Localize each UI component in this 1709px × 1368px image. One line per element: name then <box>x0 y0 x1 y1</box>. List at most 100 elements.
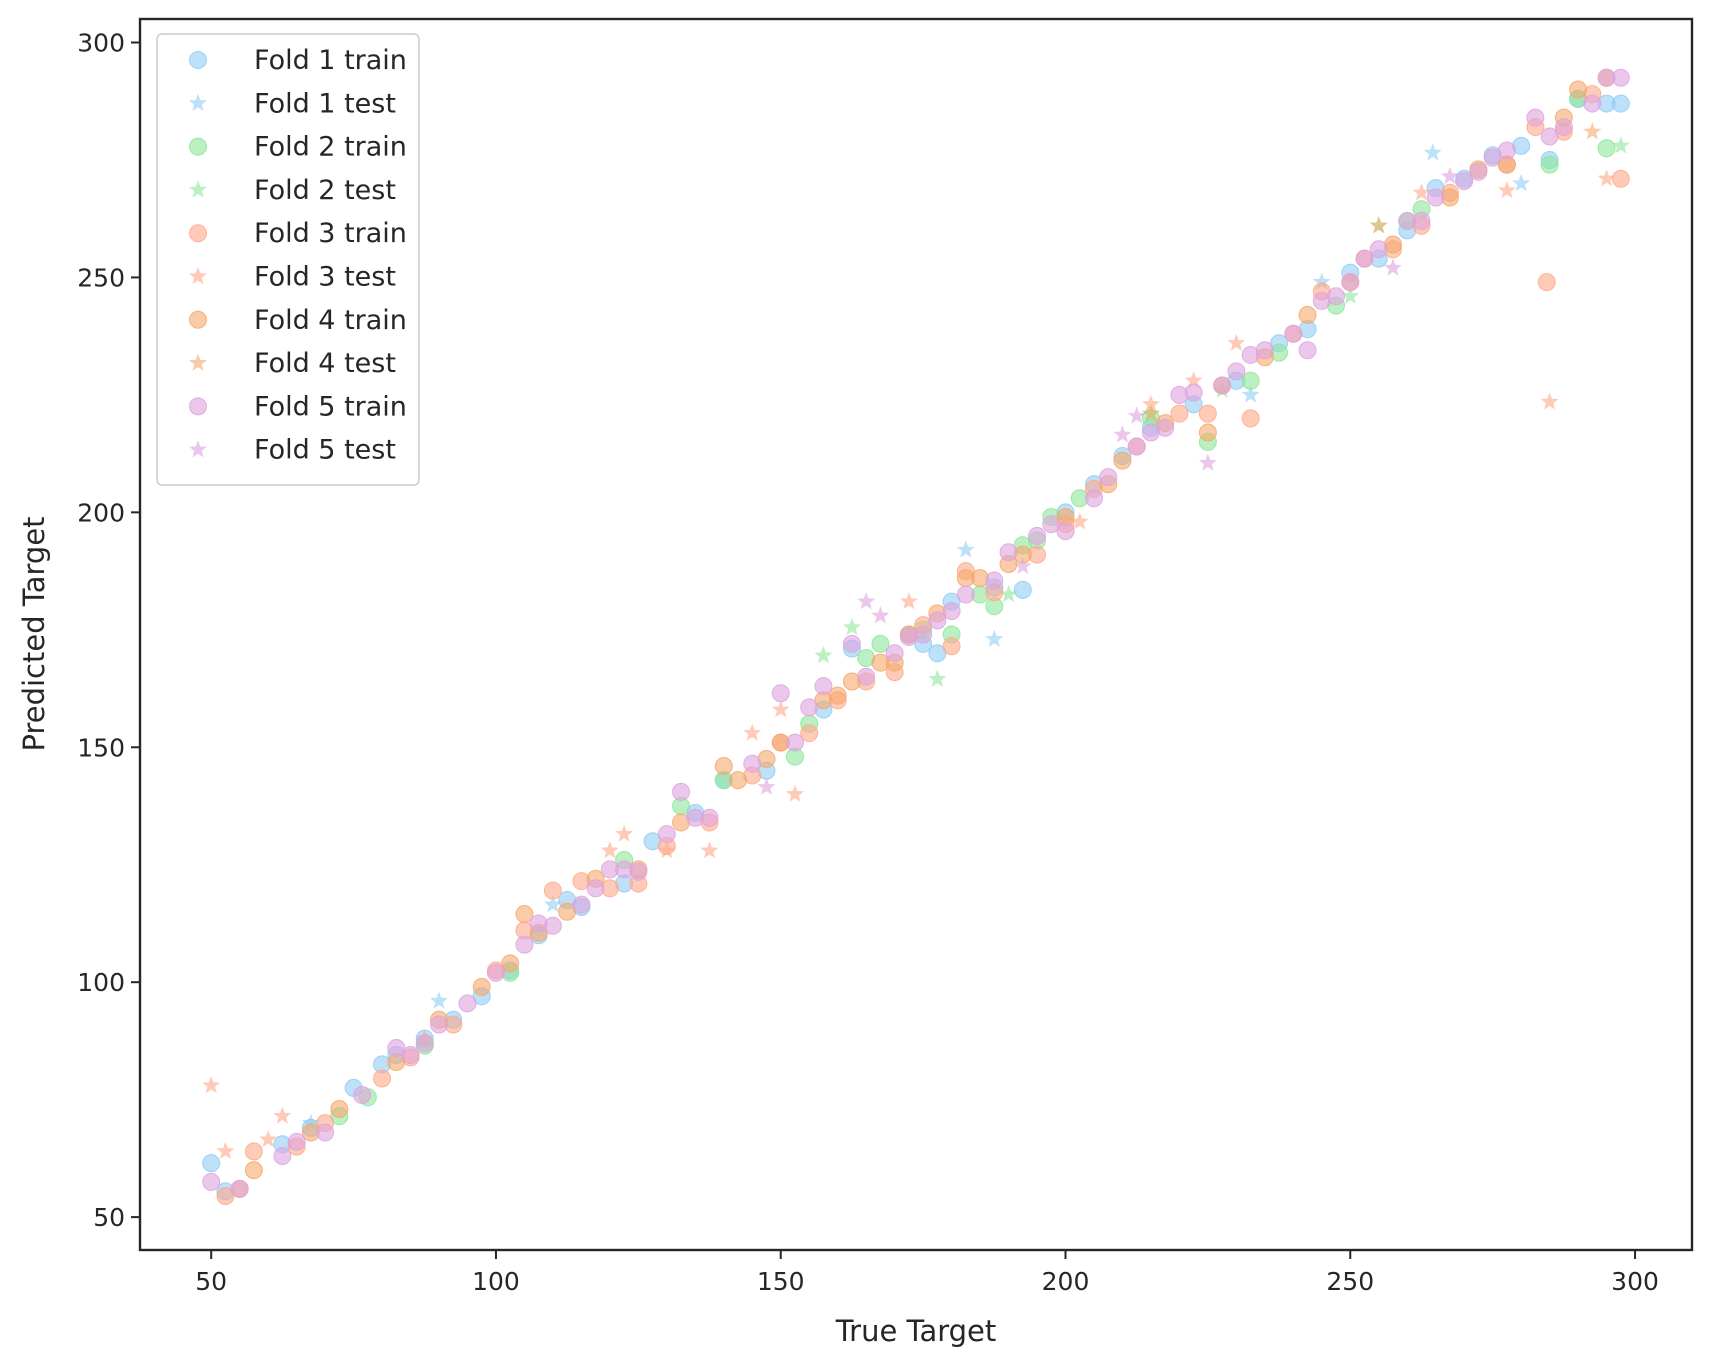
data-point-star <box>1597 169 1616 187</box>
legend-box <box>156 33 420 486</box>
data-point-star <box>1583 122 1602 140</box>
data-point <box>330 1100 349 1119</box>
data-point-star <box>1440 166 1459 185</box>
x-tick-label: 50 <box>195 1267 227 1296</box>
data-point-star <box>600 841 619 859</box>
legend-item: Fold 4 train <box>189 305 407 336</box>
data-point-star <box>657 841 676 859</box>
data-point <box>1084 489 1103 508</box>
data-point <box>1327 287 1346 306</box>
data-point-star <box>1312 272 1331 290</box>
data-point <box>1526 108 1545 127</box>
legend-marker <box>189 224 207 243</box>
legend-marker <box>188 440 208 458</box>
data-point <box>1198 404 1217 423</box>
legend-marker <box>189 51 207 69</box>
data-point <box>1028 526 1047 545</box>
y-tick-label: 100 <box>77 968 125 997</box>
data-point-star <box>1241 385 1260 403</box>
series-9 <box>202 68 1630 1198</box>
data-point <box>857 667 876 686</box>
legend-label: Fold 3 train <box>254 218 407 249</box>
data-point <box>316 1123 335 1142</box>
legend-label: Fold 4 train <box>254 305 407 336</box>
data-point <box>928 644 947 663</box>
data-point-star <box>757 777 776 795</box>
data-point <box>1113 451 1132 470</box>
data-point <box>914 625 933 644</box>
data-point <box>216 1186 235 1205</box>
data-point-star <box>1013 556 1032 575</box>
data-point <box>1583 94 1602 113</box>
data-point <box>814 677 833 696</box>
data-point <box>572 895 591 914</box>
data-point <box>1455 172 1474 191</box>
data-point-star <box>1227 333 1246 351</box>
x-axis: 50 100 150 200 250 300 <box>195 1250 1659 1296</box>
data-point <box>942 637 961 656</box>
data-point <box>273 1147 292 1166</box>
data-point <box>1184 383 1203 402</box>
data-point <box>1369 240 1388 259</box>
data-point <box>1597 139 1616 158</box>
y-tick-label: 150 <box>77 733 125 762</box>
x-tick-label: 300 <box>1611 1267 1659 1296</box>
data-point <box>1412 212 1431 231</box>
data-point-star <box>785 784 805 802</box>
series-2 <box>301 143 1531 1131</box>
data-point <box>942 602 961 621</box>
data-point <box>515 905 534 924</box>
data-point <box>1537 273 1556 292</box>
data-point <box>956 585 975 604</box>
legend-marker <box>189 310 207 329</box>
data-point-star <box>700 841 719 859</box>
data-point <box>828 686 847 705</box>
legend-item: Fold 2 test <box>188 175 396 206</box>
data-point <box>1127 437 1146 456</box>
data-point <box>1298 306 1317 325</box>
data-point <box>501 954 520 973</box>
x-tick-label: 100 <box>472 1267 520 1296</box>
data-point <box>1426 188 1445 207</box>
data-point <box>1042 515 1061 534</box>
data-point-star <box>956 540 975 558</box>
data-point <box>842 634 861 653</box>
data-point <box>800 724 819 743</box>
legend-item: Fold 1 train <box>189 45 407 76</box>
data-point-star <box>814 646 833 664</box>
data-point <box>472 977 491 996</box>
data-point <box>629 862 648 881</box>
data-point <box>885 644 904 663</box>
data-point <box>244 1161 263 1180</box>
data-point <box>1611 68 1630 87</box>
data-point <box>1213 376 1232 395</box>
legend: Fold 1 train Fold 1 test Fold 2 train Fold … <box>156 33 420 486</box>
data-point-star <box>999 585 1018 603</box>
data-point-star <box>202 1076 221 1094</box>
data-point <box>1284 324 1303 343</box>
data-point <box>1013 580 1032 599</box>
data-point <box>387 1038 406 1057</box>
data-point <box>586 879 605 898</box>
legend-marker <box>188 353 208 371</box>
data-points <box>202 68 1630 1205</box>
data-point-star <box>259 1130 278 1148</box>
data-point <box>672 782 691 801</box>
data-point <box>1355 249 1374 268</box>
data-point-star <box>743 723 762 741</box>
data-point <box>1241 371 1260 390</box>
data-point <box>430 1015 449 1034</box>
data-point <box>1611 94 1630 113</box>
data-point <box>202 1172 221 1191</box>
data-point <box>1497 141 1516 160</box>
data-point-star <box>1198 453 1217 471</box>
data-point <box>543 916 562 935</box>
data-point <box>700 808 719 827</box>
y-tick-label: 200 <box>77 498 125 527</box>
data-point <box>1227 362 1246 381</box>
legend-label: Fold 1 train <box>254 45 407 76</box>
data-point-star <box>1611 136 1630 154</box>
data-point <box>985 571 1004 590</box>
x-tick-label: 200 <box>1042 1267 1090 1296</box>
